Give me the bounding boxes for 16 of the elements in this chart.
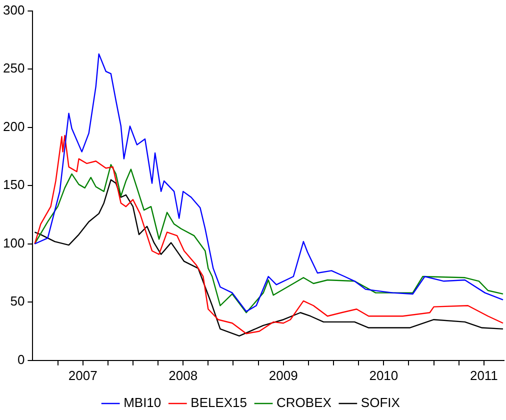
legend-label: SOFIX [360,395,400,410]
x-tick-label: 2007 [68,368,98,383]
x-tick-label: 2009 [268,368,298,383]
legend-label: CROBEX [276,395,332,410]
y-tick-label: 300 [2,2,25,18]
y-tick-label: 250 [2,60,25,76]
y-tick-label: 200 [2,118,25,134]
y-tick-label: 0 [17,352,25,367]
x-tick-label: 2011 [470,368,498,383]
x-tick-label: 2010 [369,368,398,383]
y-tick-label: 50 [10,294,25,309]
y-tick-label: 100 [2,235,25,250]
x-tick-label: 2008 [168,368,198,383]
y-tick-label: 150 [2,177,25,192]
legend-label: BELEX15 [190,395,248,410]
legend-label: MBI10 [124,395,162,410]
